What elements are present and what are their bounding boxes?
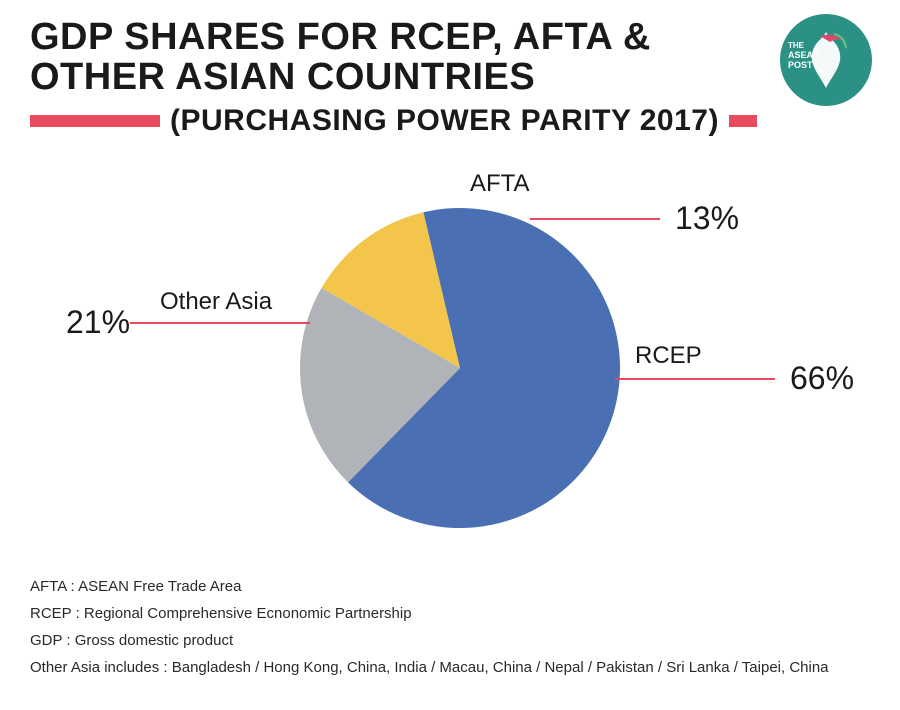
slice-pct-other: 21%: [66, 304, 130, 341]
callout-line-other: [130, 322, 310, 324]
callout-line-afta: [530, 218, 660, 220]
svg-text:POST: POST: [788, 60, 813, 70]
callout-afta-pct: 13%: [675, 200, 739, 237]
callout-rcep-pct: 66%: [790, 360, 854, 397]
pie-chart-area: AFTA 13% RCEP 66% Other Asia 21%: [0, 138, 900, 578]
slice-pct-rcep: 66%: [790, 360, 854, 397]
svg-text:THE: THE: [788, 41, 805, 50]
page-subtitle: (PURCHASING POWER PARITY 2017): [170, 104, 719, 138]
footnote-line: GDP : Gross domestic product: [30, 632, 870, 649]
svg-text:ASEAN: ASEAN: [788, 50, 820, 60]
callout-other-pct: 21%: [66, 304, 130, 341]
callout-afta: AFTA: [470, 170, 530, 198]
slice-pct-afta: 13%: [675, 200, 739, 237]
subtitle-row: (PURCHASING POWER PARITY 2017): [30, 104, 870, 138]
accent-bar-left: [30, 115, 160, 127]
callout-rcep: RCEP: [635, 342, 702, 370]
pie-chart: [300, 208, 620, 528]
footnote-line: RCEP : Regional Comprehensive Ecnonomic …: [30, 605, 870, 622]
callout-other: Other Asia: [160, 288, 272, 316]
footnote-line: Other Asia includes : Bangladesh / Hong …: [30, 659, 870, 676]
slice-label-other: Other Asia: [160, 288, 272, 316]
asean-post-logo: THE ASEAN POST: [780, 14, 872, 106]
slice-label-rcep: RCEP: [635, 342, 702, 370]
footnotes: AFTA : ASEAN Free Trade Area RCEP : Regi…: [30, 578, 870, 686]
page-title: GDP SHARES FOR RCEP, AFTA & OTHER ASIAN …: [30, 18, 750, 98]
callout-line-rcep: [615, 378, 775, 380]
header: GDP SHARES FOR RCEP, AFTA & OTHER ASIAN …: [0, 0, 900, 138]
slice-label-afta: AFTA: [470, 170, 530, 198]
accent-bar-right: [729, 115, 757, 127]
footnote-line: AFTA : ASEAN Free Trade Area: [30, 578, 870, 595]
